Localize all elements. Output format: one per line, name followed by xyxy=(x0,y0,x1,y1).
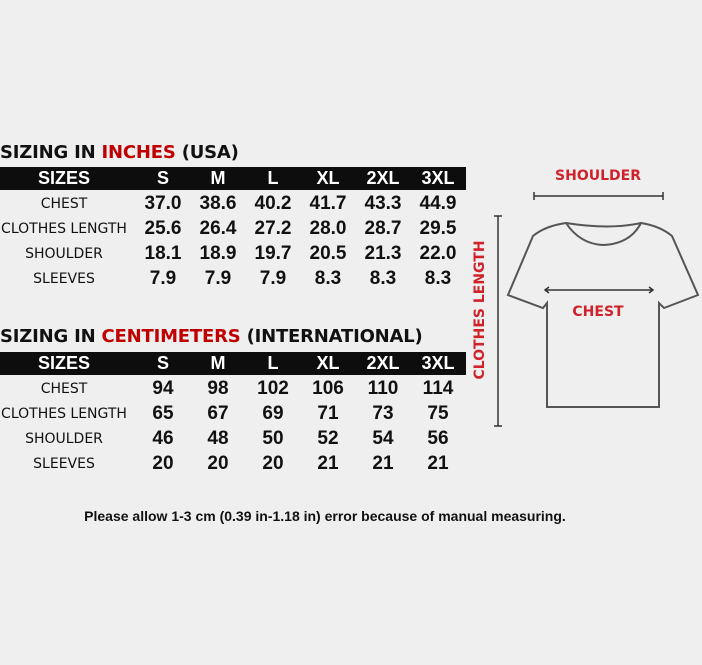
size-value: 21 xyxy=(427,453,449,474)
chest-label: CHEST xyxy=(572,304,624,320)
title-unit: INCHES xyxy=(101,142,176,163)
size-value: 8.3 xyxy=(369,268,397,289)
inches-title: SIZING IN INCHES (USA) xyxy=(0,142,239,163)
size-value: 18.9 xyxy=(199,243,237,264)
centimeters-header-bar xyxy=(0,352,466,375)
tshirt-collar xyxy=(565,222,642,247)
size-value: 67 xyxy=(207,403,229,424)
size-value: 20 xyxy=(152,453,174,474)
size-value: 7.9 xyxy=(149,268,177,289)
tshirt-outline xyxy=(506,221,700,408)
shoulder-label: SHOULDER xyxy=(555,168,641,184)
column-header: M xyxy=(210,168,226,188)
size-value: 43.3 xyxy=(364,193,402,214)
column-header: XL xyxy=(316,353,340,373)
size-value: 37.0 xyxy=(144,193,182,214)
size-value: 26.4 xyxy=(199,218,237,239)
size-value: 69 xyxy=(262,403,284,424)
size-value: 52 xyxy=(317,428,339,449)
title-prefix: SIZING IN xyxy=(0,142,102,163)
size-value: 40.2 xyxy=(254,193,292,214)
row-label: CLOTHES LENGTH xyxy=(1,406,127,422)
row-label: SLEEVES xyxy=(33,271,95,287)
size-value: 56 xyxy=(427,428,449,449)
title-prefix: SIZING IN xyxy=(0,326,102,347)
size-value: 28.7 xyxy=(364,218,402,239)
column-header: SIZES xyxy=(37,168,91,188)
size-value: 21.3 xyxy=(364,243,402,264)
title-suffix: (INTERNATIONAL) xyxy=(240,326,423,347)
size-value: 102 xyxy=(257,378,289,399)
size-value: 54 xyxy=(372,428,394,449)
row-label: SHOULDER xyxy=(25,431,103,447)
column-header: M xyxy=(210,353,226,373)
column-header: 2XL xyxy=(366,168,400,188)
column-header: L xyxy=(267,353,279,373)
size-value: 41.7 xyxy=(309,193,347,214)
title-suffix: (USA) xyxy=(175,142,239,163)
size-value: 25.6 xyxy=(144,218,182,239)
size-value: 8.3 xyxy=(314,268,342,289)
size-value: 71 xyxy=(317,403,339,424)
size-value: 20.5 xyxy=(309,243,347,264)
measurement-note: Please allow 1-3 cm (0.39 in-1.18 in) er… xyxy=(84,508,566,524)
size-value: 20 xyxy=(207,453,229,474)
size-value: 27.2 xyxy=(254,218,292,239)
size-value: 98 xyxy=(207,378,229,399)
size-value: 38.6 xyxy=(199,193,237,214)
size-value: 20 xyxy=(262,453,284,474)
row-label: SLEEVES xyxy=(33,456,95,472)
column-header: S xyxy=(156,168,170,188)
size-value: 65 xyxy=(152,403,174,424)
centimeters-title: SIZING IN CENTIMETERS (INTERNATIONAL) xyxy=(0,326,423,347)
size-value: 21 xyxy=(317,453,339,474)
size-value: 94 xyxy=(152,378,174,399)
column-header: 2XL xyxy=(366,353,400,373)
size-value: 22.0 xyxy=(419,243,457,264)
size-value: 29.5 xyxy=(419,218,457,239)
size-value: 50 xyxy=(262,428,284,449)
size-value: 114 xyxy=(422,378,454,399)
row-label: CHEST xyxy=(40,381,88,397)
title-unit: CENTIMETERS xyxy=(101,326,241,347)
size-value: 21 xyxy=(372,453,394,474)
column-header: 3XL xyxy=(421,353,455,373)
size-value: 75 xyxy=(427,403,449,424)
size-value: 8.3 xyxy=(424,268,452,289)
inches-header-bar xyxy=(0,167,466,190)
column-header: SIZES xyxy=(37,353,91,373)
clothes-length-label: CLOTHES LENGTH xyxy=(472,240,488,379)
column-header: L xyxy=(267,168,279,188)
size-value: 48 xyxy=(207,428,229,449)
size-value: 110 xyxy=(367,378,399,399)
column-header: 3XL xyxy=(421,168,455,188)
row-label: CHEST xyxy=(40,196,88,212)
row-label: SHOULDER xyxy=(25,246,103,262)
column-header: S xyxy=(156,353,170,373)
size-value: 46 xyxy=(152,428,174,449)
size-value: 44.9 xyxy=(419,193,457,214)
size-value: 106 xyxy=(312,378,344,399)
size-value: 7.9 xyxy=(259,268,287,289)
size-value: 18.1 xyxy=(144,243,182,264)
size-value: 7.9 xyxy=(204,268,232,289)
size-value: 28.0 xyxy=(309,218,347,239)
column-header: XL xyxy=(316,168,340,188)
row-label: CLOTHES LENGTH xyxy=(1,221,127,237)
size-value: 73 xyxy=(372,403,394,424)
size-value: 19.7 xyxy=(254,243,292,264)
